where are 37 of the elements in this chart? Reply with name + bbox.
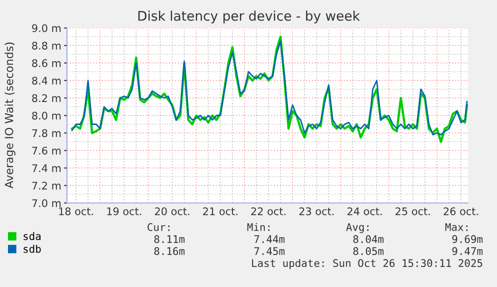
y-tick-label: 7.2 m [32,182,61,190]
x-tick-label: 19 oct. [107,207,142,216]
y-tick-label: 8.0 m [32,112,61,120]
text: 9.69m [452,235,483,244]
x-tick-label: 23 oct. [299,207,334,216]
text: 9.47m [452,247,483,256]
x-tick-label: 22 oct. [251,207,286,216]
x-tick-label: 20 oct. [154,207,190,216]
y-tick-label: 8.4 m [32,76,61,85]
text: 8.11m [154,235,185,244]
y-tick-label: 7.8 m [32,129,61,138]
chart-title: Disk latency per device - by week [138,10,360,24]
y-tick-label: 7.0 m [32,199,61,208]
y-tick-label: 8.6 m [32,59,61,68]
text: Min: [247,222,270,231]
x-tick-label: 21 oct. [203,207,238,216]
text: 7.44m [254,235,285,243]
text: 8.04m [353,235,384,244]
text: Max: [445,223,468,232]
legend-label: sdb [24,244,41,253]
y-tick-label: 9.0 m [32,24,61,32]
y-axis-title: Average IO Wait (seconds) [4,42,16,188]
text: Cur: [148,223,170,232]
text: Last update: Sun Oct 26 15:30:11 2025 [252,258,482,270]
text: 8.05m [353,247,384,256]
y-tick-label: 7.6 m [32,146,61,155]
x-tick-label: 25 oct. [396,207,430,216]
x-tick-label: 18 oct. [59,207,93,216]
x-tick-label: 26 oct. [444,207,478,216]
text: 8.16m [154,247,185,256]
text: Avg: [346,223,368,234]
y-tick-label: 8.2 m [32,94,61,102]
y-tick-label: 7.4 m [32,164,61,172]
y-tick-label: 8.8 m [32,42,61,50]
x-tick-label: 24 oct. [347,207,382,216]
text: 7.45m [254,247,285,256]
legend-label: sda [24,232,41,240]
